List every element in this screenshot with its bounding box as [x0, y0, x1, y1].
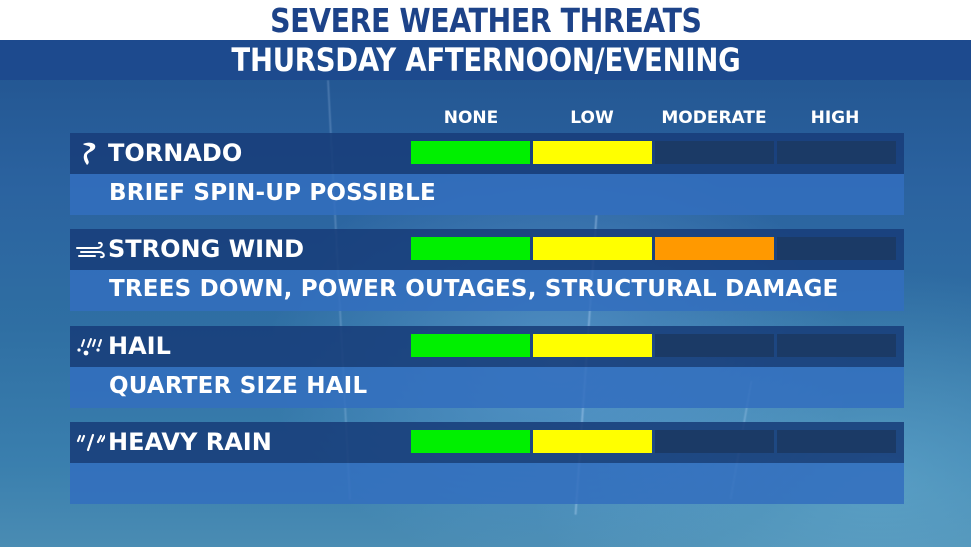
level-label-low: LOW [570, 108, 614, 128]
meter-segment-high [777, 141, 896, 164]
level-label-high: HIGH [810, 108, 860, 128]
threat-meter [411, 237, 896, 260]
threat-row-strong-wind: STRONG WIND [70, 229, 904, 270]
level-label-moderate: MODERATE [661, 108, 767, 128]
meter-segment-moderate [655, 430, 774, 453]
page-subtitle: THURSDAY AFTERNOON/EVENING [230, 41, 741, 79]
meter-segment-high [777, 237, 896, 260]
title-banner: SEVERE WEATHER THREATS [0, 0, 971, 40]
threat-meter [411, 334, 896, 357]
wind-icon [76, 241, 105, 259]
page-title: SEVERE WEATHER THREATS [269, 1, 702, 40]
meter-segment-high [777, 334, 896, 357]
threat-description: TREES DOWN, POWER OUTAGES, STRUCTURAL DA… [109, 276, 839, 302]
heavy-rain-icon [76, 433, 105, 452]
meter-segment-none [411, 237, 530, 260]
meter-segment-none [411, 141, 530, 164]
threat-row-hail: HAIL [70, 326, 904, 367]
threat-row-tornado: TORNADO [70, 133, 904, 174]
threat-description-row [70, 463, 904, 504]
meter-segment-low [533, 141, 652, 164]
meter-segment-none [411, 334, 530, 357]
threat-meter [411, 430, 896, 453]
threat-name: HEAVY RAIN [108, 428, 272, 456]
tornado-icon [83, 142, 96, 165]
meter-segment-low [533, 237, 652, 260]
threat-level-scale: NONE LOW MODERATE HIGH [0, 108, 971, 134]
threat-name: TORNADO [108, 139, 243, 167]
threat-description: QUARTER SIZE HAIL [109, 373, 368, 399]
threat-description-row: TREES DOWN, POWER OUTAGES, STRUCTURAL DA… [70, 270, 904, 311]
threat-description: BRIEF SPIN-UP POSSIBLE [109, 180, 436, 206]
meter-segment-moderate [655, 334, 774, 357]
subtitle-banner: THURSDAY AFTERNOON/EVENING [0, 40, 971, 80]
meter-segment-none [411, 430, 530, 453]
threat-description-row: BRIEF SPIN-UP POSSIBLE [70, 174, 904, 215]
meter-segment-moderate [655, 237, 774, 260]
hail-icon [77, 338, 102, 356]
meter-segment-low [533, 430, 652, 453]
threat-name: HAIL [108, 332, 171, 360]
threat-name: STRONG WIND [108, 235, 305, 263]
threat-description-row: QUARTER SIZE HAIL [70, 367, 904, 408]
level-label-none: NONE [443, 108, 499, 128]
meter-segment-high [777, 430, 896, 453]
threat-meter [411, 141, 896, 164]
threat-row-heavy-rain: HEAVY RAIN [70, 422, 904, 463]
meter-segment-low [533, 334, 652, 357]
meter-segment-moderate [655, 141, 774, 164]
